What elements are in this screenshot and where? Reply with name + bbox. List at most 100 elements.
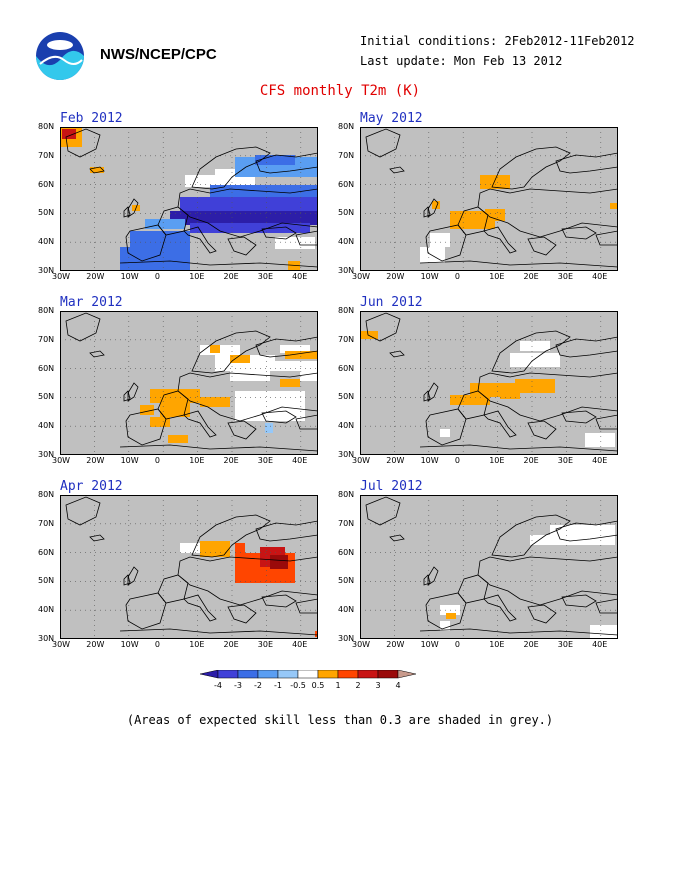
coastline [123,390,131,402]
lon-label: 10W [420,456,439,465]
lat-label: 30N [338,266,355,275]
colorbar-label: -4 [214,681,222,690]
coastline [255,336,318,358]
map-panel [60,127,318,271]
anomaly-cell [270,555,288,569]
colorbar-swatch [217,670,239,679]
panel-title: Feb 2012 [60,111,123,126]
lon-label: 30W [52,640,71,649]
anomaly-cell [432,201,440,209]
coastline [389,166,405,174]
lon-label: 40E [292,272,308,281]
coastline [555,152,618,174]
lat-label: 80N [38,306,55,315]
map-frame [60,311,318,455]
lon-label: 10W [120,640,139,649]
lat-label: 30N [38,450,55,459]
lat-label: 40N [38,237,55,247]
colorbar-label: 4 [395,681,400,690]
coastline [483,226,517,254]
anomaly-cell [510,353,560,367]
lon-label: 10E [189,272,205,281]
coastline [423,390,431,402]
lon-label: 0 [454,456,460,465]
lon-label: 0 [454,272,460,281]
anomaly-cell [485,209,505,221]
anomaly-cell [480,175,510,189]
coastline [389,350,405,358]
lat-label: 70N [338,150,355,160]
colorbar-swatch [337,670,359,679]
lon-label: 20W [86,272,105,281]
anomaly-cell [255,155,295,165]
lon-label: 20W [386,456,405,465]
coastline [295,230,318,246]
colorbar-swatch [237,670,259,679]
anomaly-cell [500,389,520,399]
coastline [177,372,318,422]
colorbar-label: -0.5 [290,681,306,690]
anomaly-cell [150,389,200,403]
anomaly-cell [185,175,215,187]
lon-label: 40E [592,456,608,465]
colorbar-swatch [200,670,219,679]
colorbar-label: 2 [355,681,360,690]
lon-label: 20E [223,272,239,281]
lon-label: 30E [557,640,574,649]
coastline [419,260,618,268]
coastline [123,574,131,586]
map-frame [60,127,318,271]
coastline [227,236,257,256]
coastline [555,520,618,542]
coastline [491,514,571,558]
last-update: Last update: Mon Feb 13 2012 [360,54,563,68]
anomaly-cell [150,417,170,427]
anomaly-cell [430,233,450,247]
lon-label: 10W [120,456,139,465]
coastline [123,206,131,218]
coastline [65,312,101,342]
colorbar-label: 0.5 [312,681,325,690]
coastline [261,410,297,424]
panel-title: Jul 2012 [360,479,423,494]
coastline [261,594,297,608]
lat-label: 70N [338,334,355,344]
lon-label: 30W [52,456,71,465]
lat-label: 50N [338,392,355,402]
anomaly-cell [168,435,188,443]
coastline [483,410,517,438]
anomaly-cell [446,613,456,619]
lon-label: 20E [223,456,239,465]
panel-title: May 2012 [360,111,423,126]
coastline [191,330,271,374]
anomaly-cell [360,331,378,339]
lon-label: 30E [257,272,274,281]
lat-label: 50N [38,208,55,218]
lon-label: 30E [257,456,274,465]
anomaly-cell [230,355,250,363]
map-background [360,495,618,639]
lat-label: 80N [338,490,355,499]
coastline [295,598,318,614]
anomaly-cell [62,129,76,139]
anomaly-cell [235,543,245,553]
anomaly-cell [270,371,300,381]
anomaly-cell [210,185,318,199]
colorbar-swatch [297,670,319,679]
lon-label: 10E [489,272,505,281]
coastline [527,420,557,440]
coastline [595,598,618,614]
lat-label: 50N [38,392,55,402]
anomaly-cell [450,395,490,405]
colorbar-swatch [377,670,399,679]
lon-label: 30W [52,272,71,281]
coastline [365,496,401,526]
colorbar-label: -2 [254,681,262,690]
lon-label: 10W [120,272,139,281]
colorbar-label: 3 [375,681,380,690]
lat-label: 80N [38,122,55,131]
lat-label: 30N [338,634,355,643]
colorbar-label: 1 [335,681,340,690]
coastline [89,534,105,542]
lon-label: 30W [352,640,371,649]
